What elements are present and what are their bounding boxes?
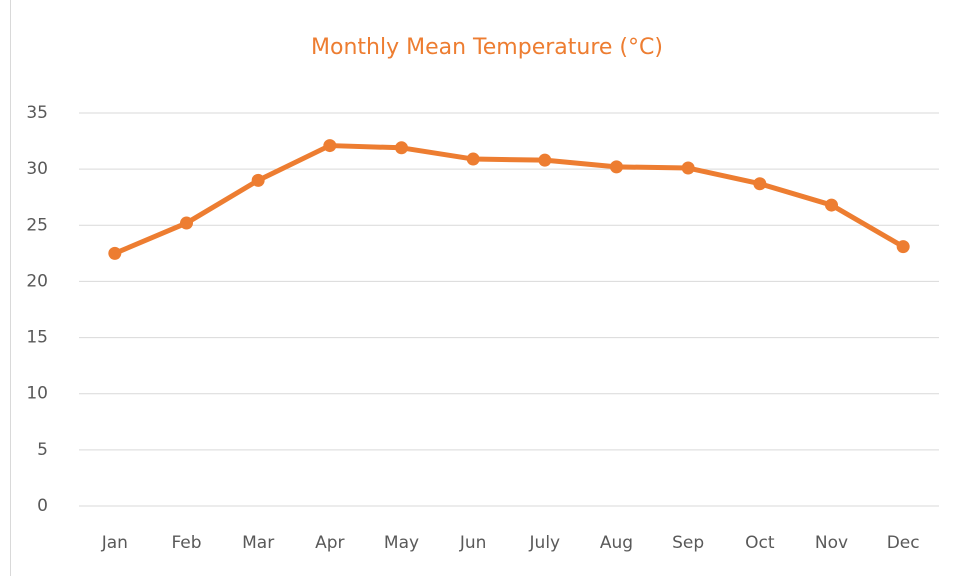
x-tick-label: Apr <box>315 533 344 553</box>
x-tick-label: Dec <box>887 533 920 553</box>
y-tick-label: 20 <box>26 271 48 291</box>
marker <box>610 160 623 174</box>
marker <box>466 152 480 166</box>
x-tick-label: Oct <box>745 533 775 553</box>
x-tick-label: July <box>529 533 561 553</box>
marker <box>681 161 695 175</box>
x-tick-label: Jan <box>101 533 128 553</box>
marker <box>395 141 408 155</box>
marker <box>896 240 910 254</box>
y-tick-label: 5 <box>37 440 48 460</box>
y-tick-label: 10 <box>26 384 48 404</box>
line <box>113 143 905 256</box>
y-tick-label: 0 <box>37 496 48 516</box>
x-tick-label: Feb <box>171 533 201 553</box>
marker <box>825 198 838 212</box>
marker <box>251 173 265 187</box>
y-tick-label: 25 <box>26 215 48 235</box>
y-tick-label: 15 <box>26 328 48 348</box>
y-tick-label: 30 <box>26 159 48 179</box>
x-tick-label: May <box>384 533 419 553</box>
marker <box>538 153 552 167</box>
y-tick-label: 35 <box>26 103 48 123</box>
marker <box>323 139 337 153</box>
marker <box>180 216 193 230</box>
chart-title: Monthly Mean Temperature (°C) <box>311 35 663 60</box>
x-tick-label: Mar <box>242 533 274 553</box>
x-tick-label: Sep <box>672 533 704 553</box>
marker <box>108 246 122 260</box>
x-tick-label: Nov <box>815 533 848 553</box>
marker <box>753 177 767 191</box>
x-tick-label: Jun <box>459 533 487 553</box>
x-tick-label: Aug <box>600 533 633 553</box>
